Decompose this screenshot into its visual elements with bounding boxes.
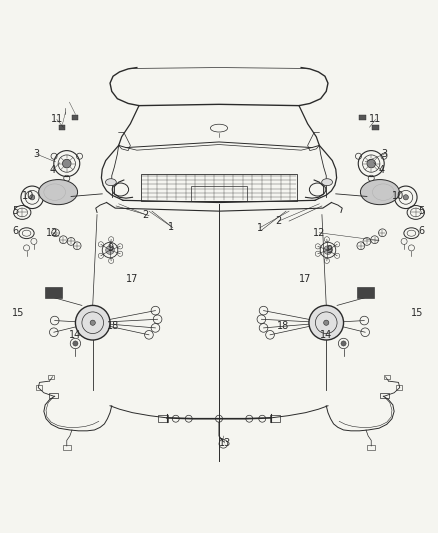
Text: 1: 1: [168, 222, 174, 232]
Text: 17: 17: [126, 274, 139, 285]
Ellipse shape: [39, 180, 78, 205]
Polygon shape: [357, 287, 374, 297]
Text: 2: 2: [276, 216, 282, 226]
Text: 3: 3: [381, 149, 387, 159]
Text: 9: 9: [107, 244, 113, 253]
Circle shape: [63, 159, 71, 168]
Bar: [384, 375, 390, 379]
Ellipse shape: [321, 179, 332, 185]
Bar: [48, 375, 54, 379]
Circle shape: [106, 246, 114, 254]
Text: 18: 18: [107, 321, 119, 331]
Text: 6: 6: [13, 226, 19, 236]
Text: 12: 12: [46, 228, 59, 238]
Bar: [191, 185, 247, 201]
Text: 5: 5: [418, 206, 424, 216]
Text: 17: 17: [299, 274, 312, 285]
Circle shape: [324, 246, 332, 254]
Text: 3: 3: [33, 149, 39, 159]
Text: 11: 11: [369, 115, 381, 125]
Bar: [396, 385, 403, 390]
Bar: [35, 385, 42, 390]
Circle shape: [309, 305, 343, 340]
Circle shape: [30, 195, 35, 200]
Text: 4: 4: [49, 165, 56, 175]
Text: 10: 10: [22, 191, 34, 201]
Text: 10: 10: [392, 191, 405, 201]
Circle shape: [367, 159, 375, 168]
Ellipse shape: [106, 179, 117, 185]
Bar: [59, 125, 66, 130]
Text: 13: 13: [219, 438, 231, 448]
Bar: [270, 415, 280, 422]
Text: 5: 5: [13, 206, 19, 216]
Text: 9: 9: [326, 246, 332, 255]
Circle shape: [75, 305, 110, 340]
Ellipse shape: [360, 180, 399, 205]
Bar: [49, 393, 58, 398]
Text: 14: 14: [320, 330, 332, 340]
Text: 18: 18: [277, 321, 289, 331]
Polygon shape: [45, 287, 63, 297]
Text: 15: 15: [411, 308, 423, 318]
Bar: [359, 115, 366, 120]
Text: 15: 15: [12, 308, 24, 318]
Bar: [64, 445, 71, 450]
Bar: [71, 115, 78, 120]
Circle shape: [90, 320, 95, 325]
Bar: [158, 415, 168, 422]
Bar: [372, 125, 378, 130]
Text: 1: 1: [257, 223, 263, 232]
Text: 4: 4: [378, 165, 384, 175]
Bar: [380, 393, 389, 398]
Bar: [367, 445, 374, 450]
Text: 14: 14: [69, 330, 81, 340]
Circle shape: [341, 341, 346, 346]
Text: 2: 2: [142, 209, 148, 220]
Bar: [141, 174, 297, 201]
Text: 6: 6: [418, 226, 424, 236]
Circle shape: [73, 341, 78, 346]
Text: 12: 12: [313, 228, 325, 238]
Circle shape: [403, 195, 408, 200]
Text: 11: 11: [51, 115, 63, 125]
Circle shape: [324, 320, 329, 325]
